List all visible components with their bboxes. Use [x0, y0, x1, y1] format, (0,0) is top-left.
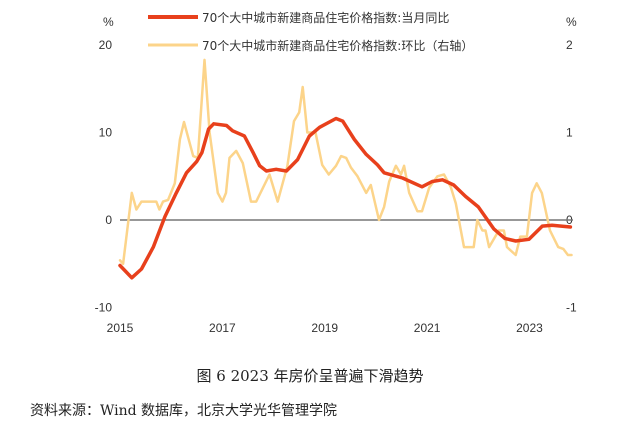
x-tick-label: 2023	[516, 321, 543, 335]
right-tick-label: -1	[566, 301, 577, 315]
x-tick-label: 2017	[209, 321, 236, 335]
x-tick-label: 2015	[107, 321, 134, 335]
right-tick-label: 1	[566, 126, 573, 140]
legend-label-yoy: 70个大中城市新建商品住宅价格指数:当月同比	[202, 10, 449, 25]
legend: 70个大中城市新建商品住宅价格指数:当月同比 70个大中城市新建商品住宅价格指数…	[148, 10, 473, 53]
left-tick-label: -10	[95, 301, 113, 315]
left-tick-label: 20	[99, 38, 113, 52]
source-note: 资料来源：Wind 数据库，北京大学光华管理学院	[30, 403, 338, 419]
series-line-mom	[118, 58, 573, 266]
x-tick-label: 2019	[311, 321, 338, 335]
legend-label-mom: 70个大中城市新建商品住宅价格指数:环比（右轴）	[202, 38, 473, 53]
left-axis-unit: %	[103, 15, 114, 29]
figure-caption: 图 6 2023 年房价呈普遍下滑趋势	[196, 367, 424, 385]
right-axis-unit: %	[566, 15, 577, 29]
right-tick-label: 2	[566, 38, 573, 52]
left-tick-label: 0	[105, 213, 112, 227]
series-line-yoy	[118, 116, 573, 280]
left-tick-label: 10	[99, 126, 113, 140]
x-tick-label: 2021	[414, 321, 441, 335]
